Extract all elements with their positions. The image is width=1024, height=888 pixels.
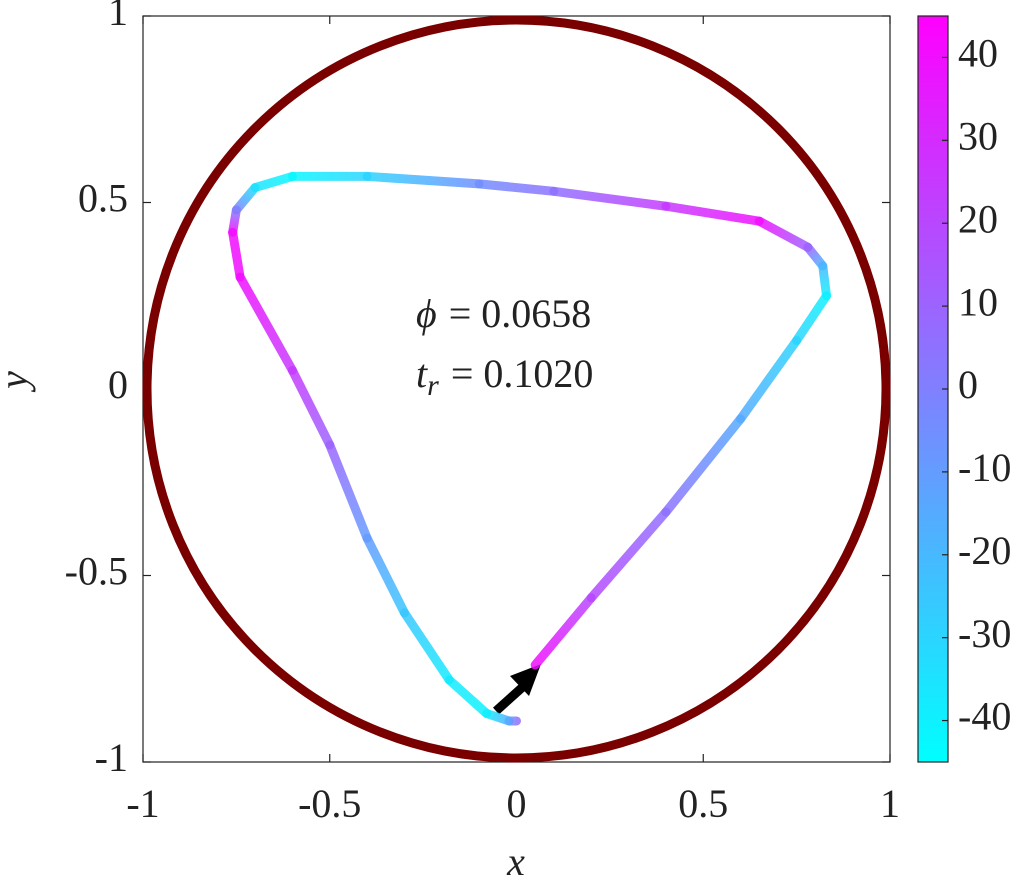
colorbar-tick-label: -20 xyxy=(958,528,1011,573)
colorbar-tick-label: 0 xyxy=(958,362,978,407)
colorbar-tick-label: 30 xyxy=(958,114,998,159)
annotation: ϕ = 0.0658 xyxy=(416,291,591,336)
arrow-shaft xyxy=(492,680,530,715)
trajectory-segment xyxy=(661,414,746,517)
trajectory-segment xyxy=(362,171,484,189)
x-axis-label: x xyxy=(506,839,525,884)
colorbar-tick-label: 10 xyxy=(958,279,998,324)
y-axis-label: y xyxy=(0,371,36,393)
trajectory-segment xyxy=(818,261,832,301)
colorbar-tick-label: 20 xyxy=(958,196,998,241)
arrow xyxy=(492,664,541,715)
annotation-symbol: ϕ xyxy=(416,291,437,336)
x-tick-label: -1 xyxy=(126,781,159,826)
trajectory-segment xyxy=(474,179,559,196)
y-tick-label: 0.5 xyxy=(78,176,128,221)
x-tick-label: 0 xyxy=(507,781,527,826)
trajectory-segment xyxy=(231,183,260,215)
arrow-head xyxy=(510,664,541,696)
annotation-symbol: t xyxy=(416,351,428,396)
trajectory-segment xyxy=(549,186,671,211)
x-tick-label: -0.5 xyxy=(298,781,361,826)
trajectory-segment xyxy=(325,440,372,543)
y-tick-label: 1 xyxy=(108,0,128,34)
y-tick-label: -1 xyxy=(95,735,128,780)
annotation-subscript: r xyxy=(427,369,439,402)
colorbar-tick-label: 40 xyxy=(958,31,998,76)
annotation: tr = 0.1020 xyxy=(416,351,593,402)
trajectory-segment xyxy=(792,291,832,346)
x-tick-label: 1 xyxy=(880,781,900,826)
colorbar-tick-label: -40 xyxy=(958,694,1011,739)
annotation-text: = 0.1020 xyxy=(451,351,594,396)
trajectory-segment xyxy=(250,171,297,193)
trajectory-segment xyxy=(399,608,454,685)
boundary-circle xyxy=(142,15,891,763)
colorbar-tick-label: -10 xyxy=(958,445,1011,490)
annotation-text: = 0.0658 xyxy=(449,291,592,336)
trajectory-segment xyxy=(754,216,813,252)
trajectory-segment xyxy=(530,593,596,670)
y-tick-label: 0 xyxy=(108,362,128,407)
trajectory-segment xyxy=(235,272,297,375)
trajectory-segment xyxy=(287,365,335,450)
trajectory-segment xyxy=(661,201,764,226)
y-tick-label: -0.5 xyxy=(65,549,128,594)
x-tick-label: 0.5 xyxy=(678,781,728,826)
trajectory-segment xyxy=(586,507,671,603)
trajectory-segment xyxy=(444,675,492,719)
trajectory-segment xyxy=(228,227,245,282)
trajectory-segment xyxy=(736,336,802,424)
colorbar-tick-label: -30 xyxy=(958,611,1011,656)
trajectory-segment xyxy=(362,533,409,618)
